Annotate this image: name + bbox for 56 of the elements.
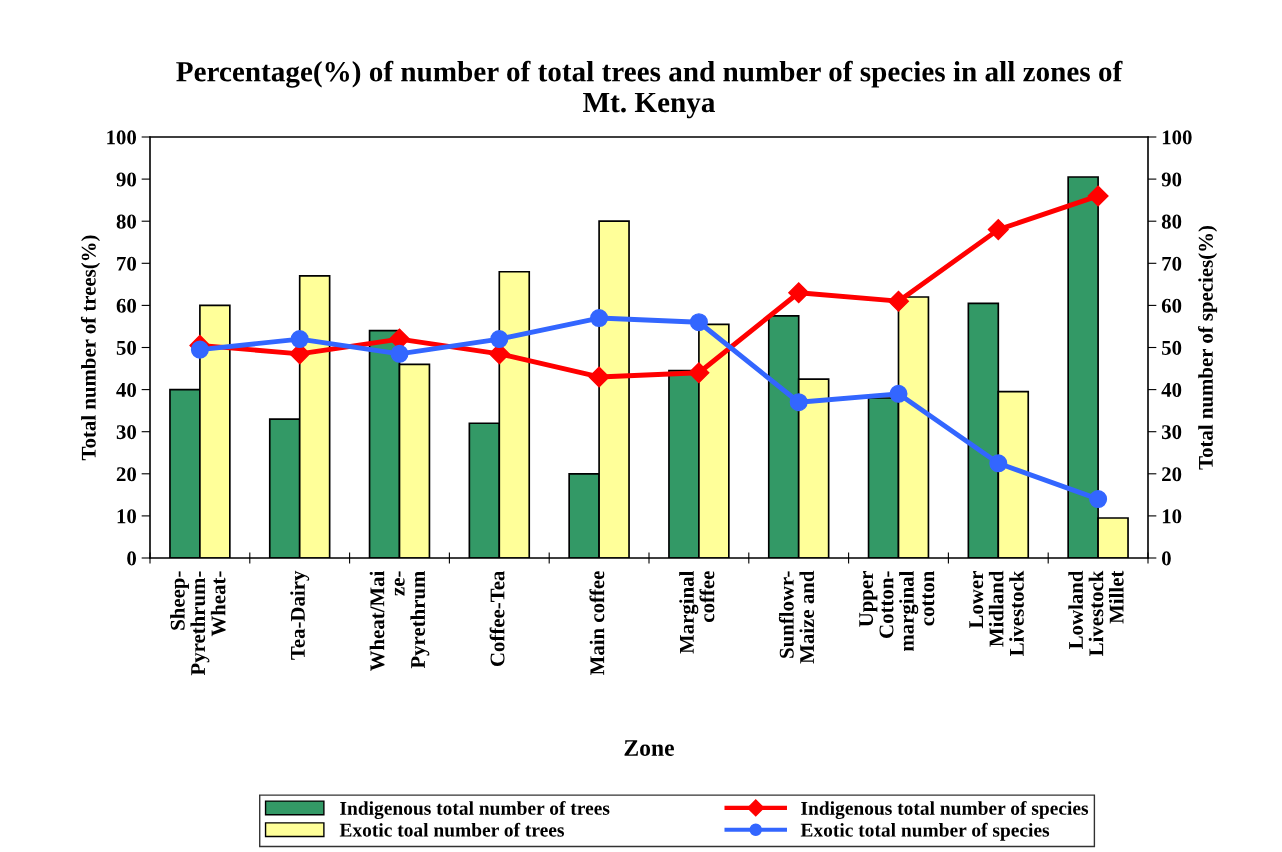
point [190,340,209,359]
x-tick-label: Main coffee [589,571,605,675]
y2-tick-label: 100 [1162,130,1192,145]
y-tick-label: 20 [116,467,137,482]
x-tick-label: Wheat/Mai ze- Pyrethrum [369,570,430,672]
point [887,290,910,312]
point [889,384,908,403]
y2-tick-label: 50 [1162,340,1182,355]
x-tick-label: Coffee-Tea [489,570,505,667]
legend-label: Indigenous total number of trees [340,801,610,819]
x-tick-label: Sheep- Pyrethrum- Wheat- [170,571,226,676]
point [290,330,309,349]
y2-tick-label: 40 [1161,382,1182,398]
y2-tick-label: 80 [1161,214,1182,229]
point [1087,185,1109,207]
y-tick-label: 30 [116,425,137,440]
point [390,344,409,363]
legend-label: Exotic toal number of trees [339,822,565,837]
y2-tick-label: 0 [1161,551,1171,566]
point [689,313,708,332]
y2-tick-label: 10 [1162,509,1182,524]
point [688,362,710,384]
x-tick-label: Upper Cotton- marginal cotton [859,570,935,652]
y2-tick-label: 70 [1162,256,1182,271]
point [490,330,509,349]
y2-tick-label: 60 [1161,298,1182,313]
chart-title: Percentage(%) of number of total trees and number of species in all zones of Mt. Kenya [176,60,1123,119]
y-tick-label: 90 [116,172,137,187]
y-tick-label: 50 [116,340,137,355]
x-tick-label: Marginal coffee [679,570,715,654]
point [1089,490,1108,509]
y2-axis-title: Total number of species(%) [1198,226,1218,470]
y2-tick-label: 30 [1161,425,1182,440]
point [789,393,808,412]
y2-tick-label: 90 [1161,172,1182,187]
point [588,366,610,388]
legend-label: Exotic total number of species [800,822,1050,841]
legend-label: Indigenous total number of species [801,801,1089,819]
y-tick-label: 60 [116,298,137,313]
y-axis-title: Total number of trees(%) [80,235,100,461]
x-tick-label: Lowland Livestock Millet [1068,570,1124,656]
x-tick-label: Sunflowr- Maize and [778,570,815,664]
point [590,309,609,328]
point [989,454,1008,473]
y-tick-label: 100 [107,130,137,145]
x-axis-title: Zone [624,740,674,756]
y-tick-label: 10 [117,509,137,524]
y-tick-label: 40 [116,382,137,398]
x-tick-label: Lower Midland Livestock [969,570,1024,656]
y2-tick-label: 20 [1162,467,1182,482]
point [987,219,1009,241]
y-tick-label: 80 [116,214,137,229]
x-tick-label: Tea-Dairy [290,570,310,660]
y-tick-label: 0 [127,551,137,566]
point [788,282,810,304]
y-tick-label: 70 [117,256,137,271]
